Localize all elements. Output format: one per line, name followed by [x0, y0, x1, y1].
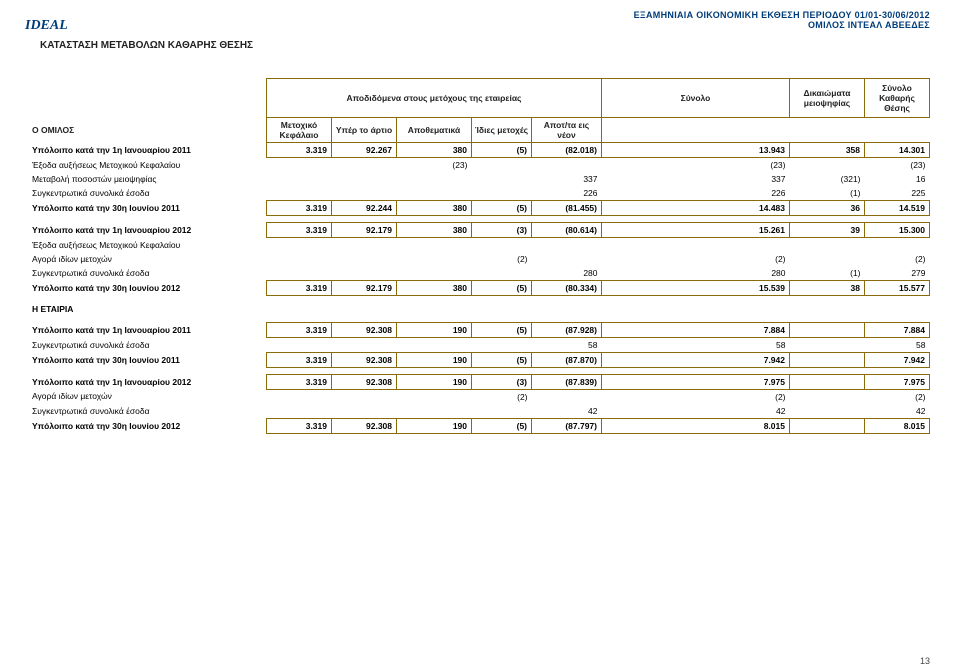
report-header: ΕΞΑΜΗΝΙΑΙΑ ΟΙΚΟΝΟΜΙΚΗ ΕΚΘΕΣΗ ΠΕΡΙΟΔΟΥ 01…: [634, 10, 930, 30]
col-share-capital: Μετοχικό Κεφάλαιο: [267, 118, 332, 143]
header-line2: ΟΜΙΛΟΣ ΙΝΤΕΑΛ ΑΒΕΕΔΕΣ: [634, 20, 930, 30]
logo: IDEAL: [25, 18, 68, 34]
table-row: Συγκεντρωτικά συνολικά έσοδα 424242: [30, 404, 930, 419]
table-row: Υπόλοιπο κατά την 30η Ιουνίου 2011 3.319…: [30, 352, 930, 367]
page-number: 13: [920, 656, 930, 666]
section-omilos: Ο ΟΜΙΛΟΣ: [30, 118, 267, 143]
header-line1: ΕΞΑΜΗΝΙΑΙΑ ΟΙΚΟΝΟΜΙΚΗ ΕΚΘΕΣΗ ΠΕΡΙΟΔΟΥ 01…: [634, 10, 930, 20]
col-reserves: Αποθεματικά: [397, 118, 472, 143]
table-row: Υπόλοιπο κατά την 30η Ιουνίου 2011 3.319…: [30, 201, 930, 216]
table-row: Υπόλοιπο κατά την 1η Ιανουαρίου 2012 3.3…: [30, 374, 930, 389]
table-row: Συγκεντρωτικά συνολικά έσοδα 280280(1)27…: [30, 266, 930, 281]
table-row: Μεταβολή ποσοστών μειοψηφίας 337337(321)…: [30, 172, 930, 186]
table-row: Υπόλοιπο κατά την 30η Ιουνίου 2012 3.319…: [30, 280, 930, 295]
table-row: Αγορά ιδίων μετοχών (2)(2)(2): [30, 252, 930, 266]
section-etairia: Η ΕΤΑΙΡΙΑ: [30, 302, 267, 316]
page-title: ΚΑΤΑΣΤΑΣΗ ΜΕΤΑΒΟΛΩΝ ΚΑΘΑΡΗΣ ΘΕΣΗΣ: [40, 40, 253, 51]
col-premium: Υπέρ το άρτιο: [332, 118, 397, 143]
table-row: Συγκεντρωτικά συνολικά έσοδα 585858: [30, 337, 930, 352]
col-total: Σύνολο: [602, 79, 790, 118]
table-row: Έξοδα αυξήσεως Μετοχικού Κεφαλαίου (23)(…: [30, 158, 930, 173]
col-retained: Αποτ/τα εις νέον: [532, 118, 602, 143]
table-row: Υπόλοιπο κατά την 1η Ιανουαρίου 2012 3.3…: [30, 223, 930, 238]
col-net-equity: Σύνολο Καθαρής Θέσης: [865, 79, 930, 118]
col-own-shares: Ίδιες μετοχές: [472, 118, 532, 143]
table-row: Αγορά ιδίων μετοχών (2)(2)(2): [30, 389, 930, 404]
equity-table: Αποδιδόμενα στους μετόχους της εταιρείας…: [30, 78, 930, 434]
table-row: Έξοδα αυξήσεως Μετοχικού Κεφαλαίου: [30, 238, 930, 252]
table-row: Υπόλοιπο κατά την 1η Ιανουαρίου 2011 3.3…: [30, 322, 930, 337]
col-minority: Δικαιώματα μειοψηφίας: [790, 79, 865, 118]
table-row: Υπόλοιπο κατά την 30η Ιουνίου 2012 3.319…: [30, 418, 930, 433]
table-row: Συγκεντρωτικά συνολικά έσοδα 226226(1)22…: [30, 186, 930, 201]
col-group-shareholders: Αποδιδόμενα στους μετόχους της εταιρείας: [267, 79, 602, 118]
table-row: Υπόλοιπο κατά την 1η Ιανουαρίου 2011 3.3…: [30, 143, 930, 158]
